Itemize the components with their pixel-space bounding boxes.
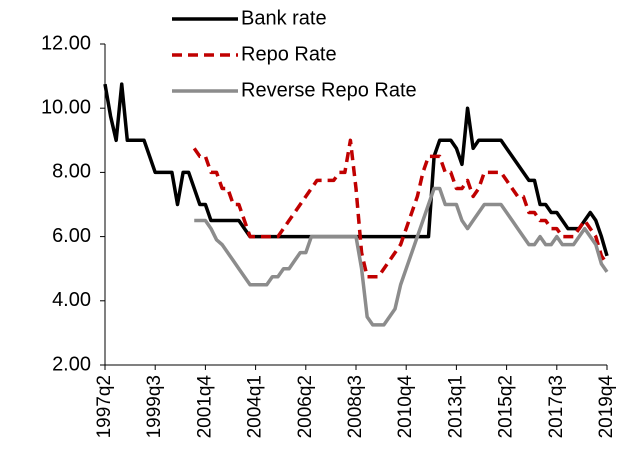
y-tick-label: 8.00: [52, 161, 91, 183]
y-tick-label: 6.00: [52, 225, 91, 247]
x-tick-label: 2004q1: [245, 375, 266, 438]
series-line: [192, 138, 609, 279]
x-tick-label: 2001q4: [194, 375, 215, 439]
x-tick-label: 2006q2: [295, 375, 316, 438]
x-tick-label: 2015q2: [496, 375, 517, 438]
x-tick-label: 2010q4: [395, 375, 416, 439]
x-tick-label: 2017q3: [546, 375, 567, 438]
y-tick-label: 4.00: [52, 289, 91, 311]
series-line: [194, 186, 609, 327]
x-tick-label: 2008q3: [345, 375, 366, 438]
x-tick-label: 1997q2: [94, 375, 115, 438]
y-tick-label: 2.00: [52, 353, 91, 375]
x-tick-label: 2019q4: [596, 375, 617, 439]
x-tick-label: 2013q1: [445, 375, 466, 438]
y-tick-label: 12.00: [41, 32, 91, 54]
legend-label: Reverse Repo Rate: [241, 79, 417, 101]
series-line: [103, 82, 609, 257]
legend-label: Bank rate: [241, 7, 327, 29]
y-tick-label: 10.00: [41, 96, 91, 118]
x-tick-label: 1999q3: [144, 375, 165, 438]
legend-label: Repo Rate: [241, 43, 337, 65]
